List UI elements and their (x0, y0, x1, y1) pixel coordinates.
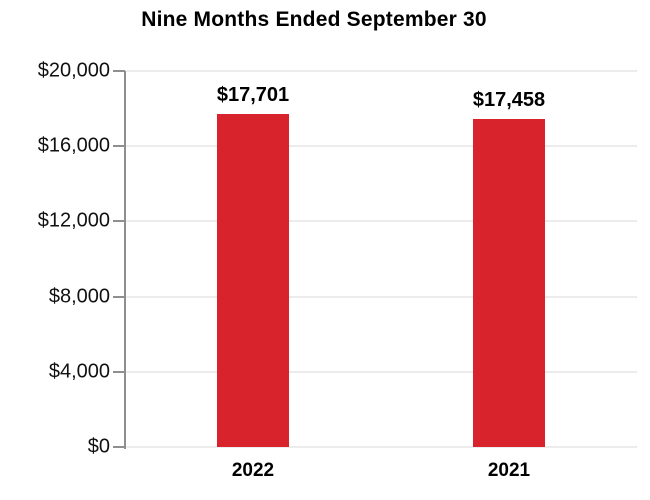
gridline (125, 370, 637, 373)
gridline (125, 145, 637, 148)
bar-2022 (217, 114, 289, 447)
y-axis-tick-label: $4,000 (48, 360, 110, 383)
bar-2021 (473, 119, 545, 447)
x-axis-label: 2022 (231, 460, 275, 481)
y-axis-tick-mark (113, 295, 125, 298)
bar-value-label: $17,701 (216, 84, 290, 106)
y-axis-tick-label: $8,000 (48, 285, 110, 308)
y-axis-tick-mark (113, 370, 125, 373)
y-axis-tick-mark (113, 220, 125, 223)
gridline (125, 70, 637, 72)
y-axis-tick-mark (113, 145, 125, 148)
gridline (125, 446, 637, 448)
x-axis-label: 2021 (487, 460, 531, 481)
gridline (125, 295, 637, 298)
chart-title: Nine Months Ended September 30 (141, 8, 487, 31)
y-axis-tick-label: $12,000 (37, 209, 110, 232)
y-axis-tick-mark (113, 446, 125, 448)
y-axis-tick-label: $20,000 (37, 59, 110, 82)
bar-value-label: $17,458 (472, 89, 546, 111)
y-axis-line (124, 71, 126, 449)
y-axis-tick-label: $0 (87, 435, 110, 458)
y-axis-tick-mark (113, 70, 125, 72)
gridline (125, 220, 637, 223)
y-axis-tick-label: $16,000 (37, 134, 110, 157)
plot-area (125, 70, 637, 448)
